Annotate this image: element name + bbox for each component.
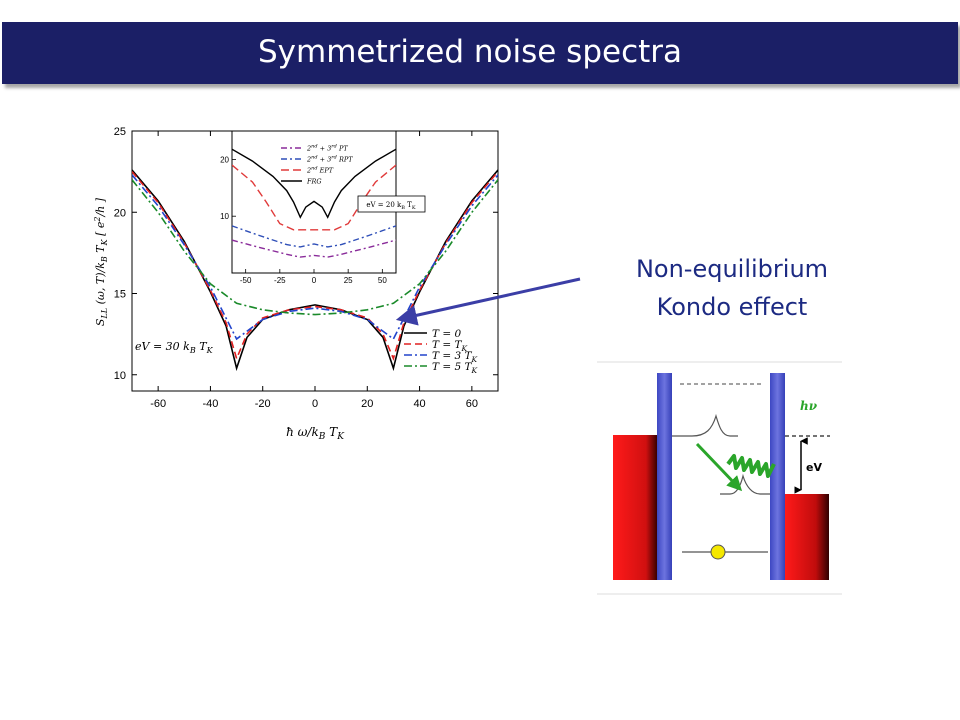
main-legend-label-1: T = TK — [432, 339, 467, 353]
main-x-tick-label: -40 — [202, 398, 218, 410]
ev-label: eV — [806, 461, 822, 474]
main-legend: T = 0T = TKT = 3 TKT = 5 TK — [404, 328, 478, 375]
inset-x-tick-label: 25 — [344, 276, 353, 285]
annotation: Non-equilibrium Kondo effect — [612, 250, 852, 326]
main-x-tick-label: -60 — [150, 398, 166, 410]
inset-series-line-0 — [232, 239, 396, 258]
right-lead — [785, 494, 829, 580]
main-y-tick-label: 20 — [114, 207, 126, 219]
inset-legend-label-1: 2nd + 3rd RPT — [306, 155, 353, 164]
main-legend-label-0: T = 0 — [432, 328, 461, 340]
title-bar — [2, 22, 958, 84]
left-kondo-peak — [672, 413, 738, 437]
main-x-axis-label: ħ ω/kB TK — [286, 425, 345, 442]
inset-legend: 2nd + 3rd PT 2nd + 3rd RPT 2nd EPT FRG — [281, 144, 353, 186]
inset-ev-annotation: eV = 20 kB TK — [366, 201, 415, 211]
main-ev-annotation: eV = 30 kB TK — [135, 340, 214, 355]
inset-x-tick-label: -50 — [240, 276, 252, 285]
left-barrier — [657, 373, 672, 580]
annotation-line-1: Non-equilibrium — [635, 255, 829, 283]
inset-x-tick-label: 0 — [312, 276, 317, 285]
main-series-line-3 — [132, 179, 498, 316]
main-x-tick-label: 60 — [466, 398, 478, 410]
main-y-tick-label: 25 — [114, 126, 126, 138]
inset-series-group — [232, 148, 396, 258]
main-x-tick-label: 40 — [413, 398, 425, 410]
main-series-group — [132, 169, 498, 372]
inset-y-tick-label: 10 — [220, 212, 229, 221]
left-lead — [613, 435, 657, 580]
transition-arrow — [695, 442, 743, 492]
main-chart: -60 -40 -20 0 20 40 60 10 15 20 25 eV = 30 kB TK T… — [93, 126, 499, 442]
main-y-tick-label: 15 — [114, 289, 126, 301]
quantum-dot-electron — [710, 544, 726, 560]
pointer-arrow — [395, 277, 581, 326]
inset-legend-label-2: 2nd EPT — [306, 166, 334, 175]
main-x-tick-label: 0 — [312, 398, 318, 410]
right-kondo-peak — [720, 473, 770, 495]
right-barrier — [770, 373, 785, 580]
main-legend-label-2: T = 3 TK — [432, 350, 478, 364]
inset-series-line-3 — [232, 148, 396, 219]
inset-legend-label-3: FRG — [306, 178, 322, 186]
main-x-tick-label: -20 — [255, 398, 271, 410]
main-x-tick-label: 20 — [361, 398, 373, 410]
inset-y-tick-label: 20 — [220, 155, 229, 164]
photon-label: hν — [800, 399, 818, 413]
inset-ev-box — [357, 195, 426, 213]
inset-x-tick-label: -25 — [274, 276, 286, 285]
inset-series-line-2 — [232, 164, 396, 231]
photon-wave — [726, 454, 776, 478]
kondo-schematic: eV hν — [597, 361, 842, 595]
main-y-axis-label: SLL (ω, T)/kB TK [ e2/h ] — [93, 197, 109, 326]
inset-x-tick-label: 50 — [378, 276, 387, 285]
inset-axis-ticks: -50 -25 0 25 50 10 20 — [220, 155, 387, 285]
main-legend-label-3: T = 5 TK — [432, 361, 478, 375]
annotation-line-2: Kondo effect — [656, 293, 808, 321]
main-y-tick-label: 10 — [114, 370, 126, 382]
inset-chart: -50 -25 0 25 50 10 20 2nd + 3rd PT 2nd + 3rd RP… — [220, 130, 426, 285]
inset-legend-label-0: 2nd + 3rd PT — [306, 144, 348, 153]
inset-series-line-1 — [232, 225, 396, 248]
slide-title: Symmetrized noise spectra — [257, 34, 683, 70]
